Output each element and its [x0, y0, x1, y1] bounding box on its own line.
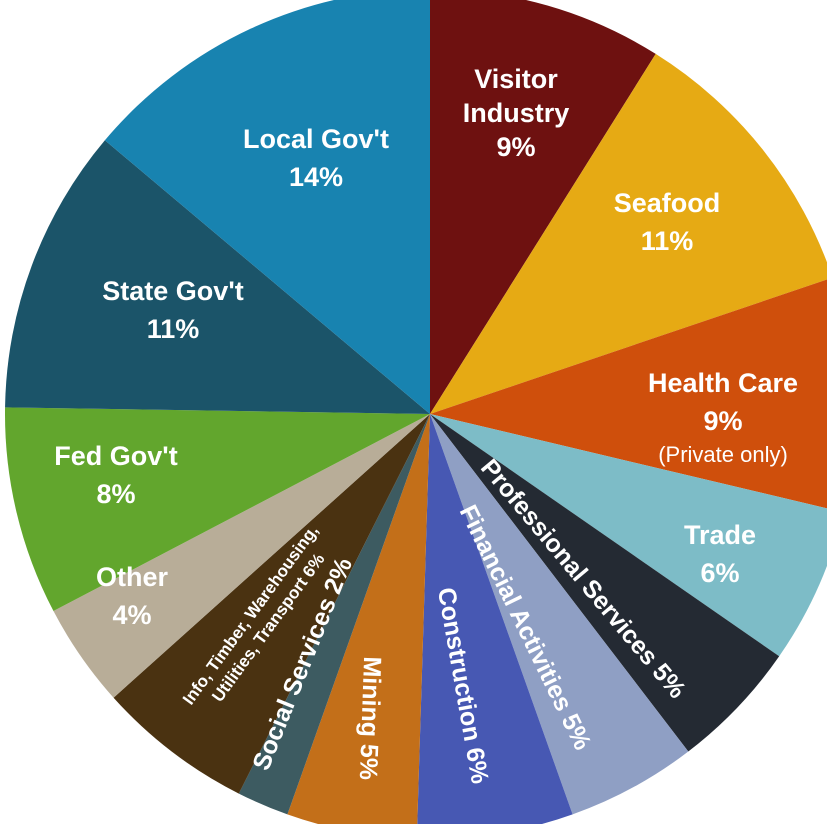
- pie-slices: [4, 0, 827, 829]
- pie-slice-construction: [417, 414, 573, 829]
- pie-label-line: 9%: [496, 132, 535, 162]
- pie-label-note: (Private only): [658, 442, 788, 467]
- pie-label-line: State Gov't: [102, 276, 243, 306]
- pie-label-line: Visitor: [474, 64, 558, 94]
- pie-label-line: 8%: [96, 479, 135, 509]
- pie-label-line: Trade: [684, 520, 756, 550]
- pie-label-mining: Mining 5%: [354, 656, 386, 781]
- pie-label-localgov: Local Gov't 14%: [243, 124, 389, 192]
- pie-slice-visitor: [430, 0, 656, 414]
- pie-slice-mining: [287, 414, 430, 829]
- pie-slice-trade: [430, 414, 827, 657]
- pie-label-other: Other 4%: [96, 562, 169, 630]
- pie-label-line: Health Care: [648, 368, 798, 398]
- pie-slice-fedgov: [4, 407, 430, 612]
- pie-slice-social: [238, 414, 430, 815]
- pie-label-line: Local Gov't: [243, 124, 389, 154]
- pie-label-line: 6%: [700, 558, 739, 588]
- pie-label-stategov: State Gov't 11%: [102, 276, 243, 344]
- pie-label-line: 11%: [641, 226, 694, 256]
- pie-label-visitor: Visitor Industry 9%: [463, 64, 570, 162]
- pie-slice-seafood: [430, 53, 827, 414]
- pie-label-line: 11%: [147, 314, 200, 344]
- pie-label-line: Mining 5%: [354, 656, 386, 781]
- pie-label-line: Fed Gov't: [54, 441, 177, 471]
- pie-label-seafood: Seafood 11%: [614, 188, 721, 256]
- pie-label-line: 4%: [112, 600, 151, 630]
- pie-label-line: 9%: [703, 406, 742, 436]
- pie-label-line: Industry: [463, 98, 570, 128]
- pie-label-line: Other: [96, 562, 169, 592]
- pie-label-line: Seafood: [614, 188, 721, 218]
- pie-slice-health: [430, 279, 827, 509]
- pie-label-line: 14%: [289, 162, 343, 192]
- pie-slice-info: [113, 414, 430, 794]
- pie-label-trade: Trade 6%: [684, 520, 756, 588]
- pie-slice-professional: [430, 414, 780, 752]
- pie-slice-stategov: [5, 140, 431, 414]
- pie-label-health: Health Care 9% (Private only): [648, 368, 798, 467]
- pie-label-fedgov: Fed Gov't 8%: [54, 441, 177, 509]
- pie-slice-financial: [430, 414, 689, 815]
- pie-slice-other: [53, 414, 430, 698]
- pie-slice-localgov: [104, 0, 430, 414]
